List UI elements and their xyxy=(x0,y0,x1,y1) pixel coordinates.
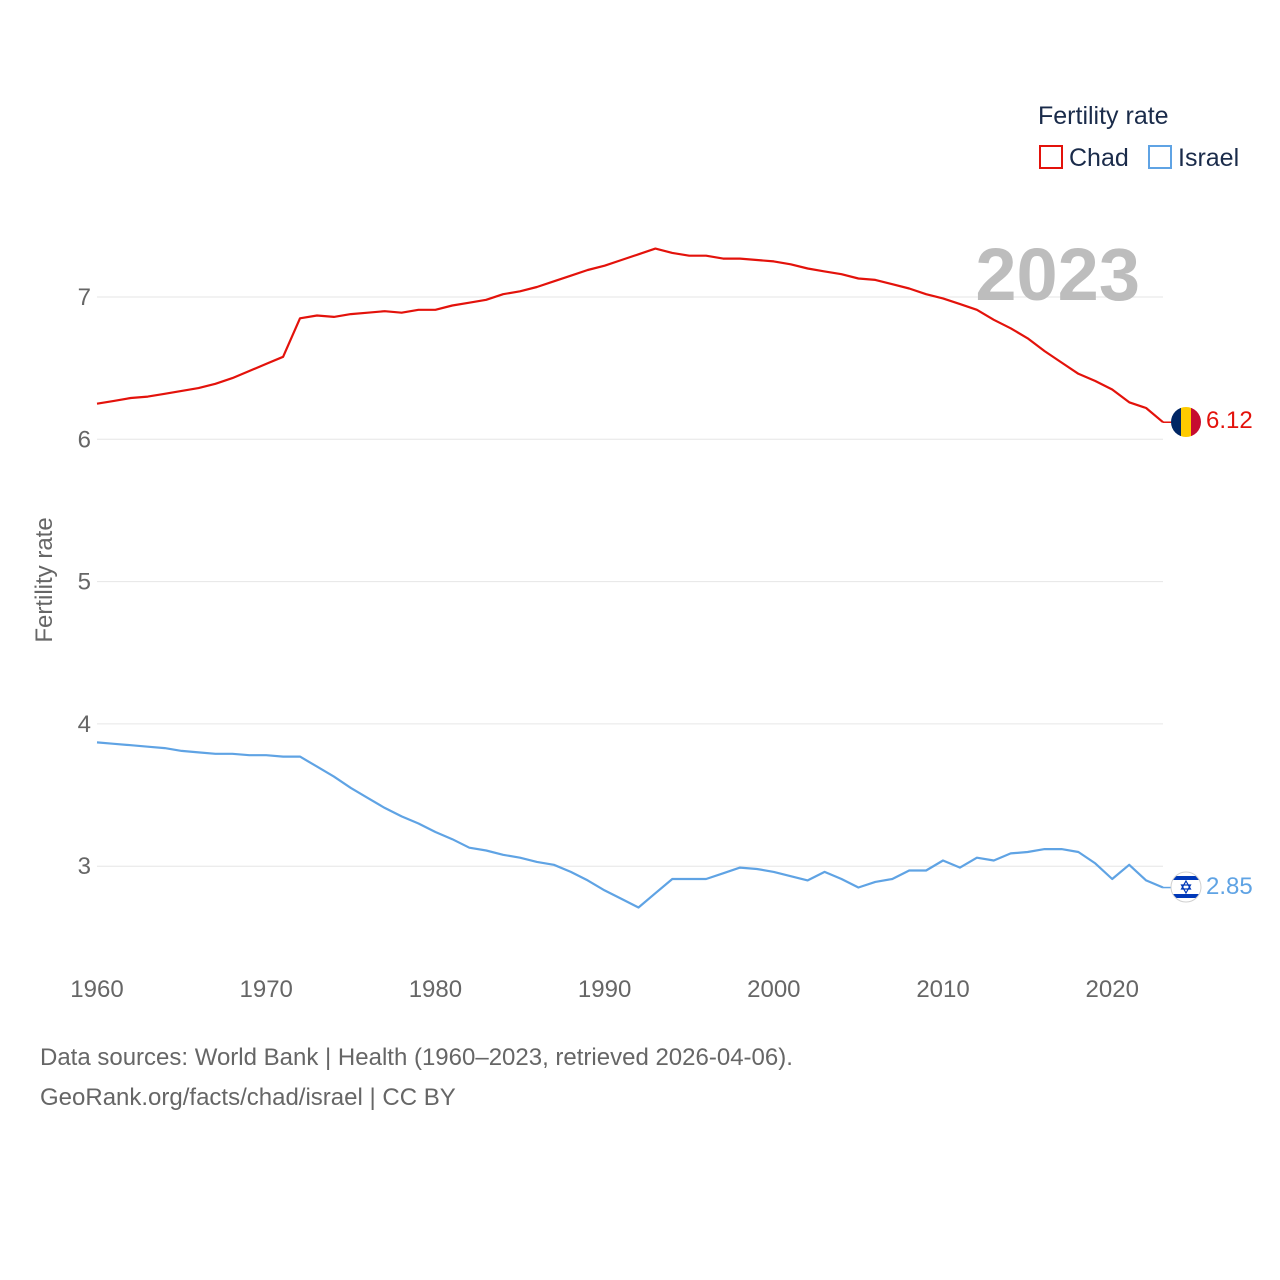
series-line-chad xyxy=(96,247,1164,424)
series-line-israel xyxy=(96,741,1164,909)
legend-label-chad[interactable]: Chad xyxy=(1069,144,1129,172)
y-tick-label-6: 6 xyxy=(78,426,91,453)
chad-end-value: 6.12 xyxy=(1206,407,1253,434)
series-lines xyxy=(96,247,1172,909)
legend: Fertility rate Chad Israel xyxy=(1038,102,1239,172)
y-axis-ticks: 3 4 5 6 7 xyxy=(78,284,91,880)
end-markers: 6.12 2.85 xyxy=(1170,407,1253,903)
x-axis-ticks: 1960 1970 1980 1990 2000 2010 2020 xyxy=(70,976,1139,1003)
x-tick-label-2000: 2000 xyxy=(747,976,800,1003)
y-tick-label-5: 5 xyxy=(78,569,91,596)
legend-swatch-chad xyxy=(1039,145,1063,169)
x-tick-label-2020: 2020 xyxy=(1086,976,1139,1003)
legend-swatch-israel xyxy=(1148,145,1172,169)
footer-attribution[interactable]: GeoRank.org/facts/chad/israel | CC BY xyxy=(40,1084,456,1111)
y-axis-title: Fertility rate xyxy=(31,517,58,642)
x-tick-label-1970: 1970 xyxy=(240,976,293,1003)
y-tick-label-3: 3 xyxy=(78,853,91,880)
israel-flag-icon xyxy=(1170,871,1202,903)
x-tick-label-1990: 1990 xyxy=(578,976,631,1003)
israel-end-value: 2.85 xyxy=(1206,873,1253,900)
chart: 3 4 5 6 7 1960 1970 1980 1990 2000 2010 2020 Ferti… xyxy=(31,102,1253,1003)
x-tick-label-2010: 2010 xyxy=(916,976,969,1003)
legend-label-israel[interactable]: Israel xyxy=(1178,144,1239,172)
grid-lines xyxy=(97,296,1163,867)
y-tick-label-4: 4 xyxy=(78,711,91,738)
x-tick-label-1980: 1980 xyxy=(409,976,462,1003)
y-tick-label-7: 7 xyxy=(78,284,91,311)
x-tick-label-1960: 1960 xyxy=(70,976,123,1003)
chad-flag-icon xyxy=(1171,407,1201,437)
footer-sources: Data sources: World Bank | Health (1960–… xyxy=(40,1044,793,1071)
year-label: 2023 xyxy=(975,233,1140,316)
legend-title: Fertility rate xyxy=(1038,102,1169,130)
